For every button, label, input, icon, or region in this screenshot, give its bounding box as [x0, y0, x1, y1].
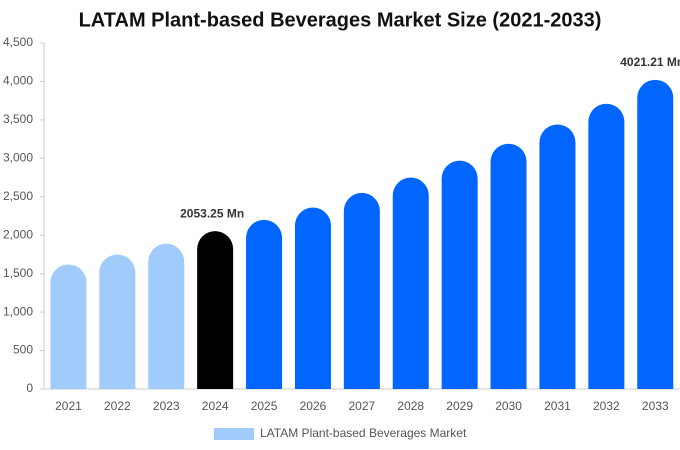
bar — [441, 160, 478, 389]
y-tick-label: 500 — [13, 343, 33, 357]
x-tick-label: 2026 — [300, 399, 327, 413]
bar — [588, 103, 625, 390]
bar — [294, 207, 331, 389]
bar — [490, 143, 527, 389]
y-tick-label: 3,500 — [3, 112, 33, 126]
bar — [148, 243, 185, 389]
y-tick-label: 2,500 — [3, 189, 33, 203]
y-tick-label: 0 — [26, 381, 33, 395]
y-tick-label: 3,000 — [3, 151, 33, 165]
x-tick-label: 2024 — [202, 399, 229, 413]
data-label: 4021.21 Mn — [620, 55, 680, 69]
bar — [637, 79, 674, 389]
x-tick-label: 2029 — [446, 399, 473, 413]
chart-title: LATAM Plant-based Beverages Market Size … — [79, 9, 602, 31]
bar — [246, 219, 283, 389]
x-tick-label: 2028 — [397, 399, 424, 413]
legend-swatch — [214, 428, 254, 440]
y-tick-label: 2,000 — [3, 227, 33, 241]
y-tick-label: 1,500 — [3, 266, 33, 280]
bar — [197, 231, 234, 389]
bar — [99, 254, 136, 389]
x-tick-label: 2023 — [153, 399, 180, 413]
x-tick-label: 2033 — [642, 399, 669, 413]
data-label: 2053.25 Mn — [180, 206, 244, 220]
x-tick-label: 2025 — [251, 399, 278, 413]
x-tick-label: 2022 — [104, 399, 131, 413]
bar — [50, 264, 87, 389]
x-tick-label: 2032 — [593, 399, 620, 413]
x-tick-label: 2030 — [495, 399, 522, 413]
y-tick-label: 4,500 — [3, 35, 33, 49]
legend-label: LATAM Plant-based Beverages Market — [260, 426, 467, 440]
x-tick-label: 2021 — [55, 399, 82, 413]
y-tick-label: 1,000 — [3, 304, 33, 318]
bar — [343, 192, 380, 389]
y-tick-label: 4,000 — [3, 74, 33, 88]
x-tick-label: 2027 — [348, 399, 375, 413]
x-tick-label: 2031 — [544, 399, 571, 413]
bar — [392, 177, 429, 389]
bar — [539, 124, 576, 389]
